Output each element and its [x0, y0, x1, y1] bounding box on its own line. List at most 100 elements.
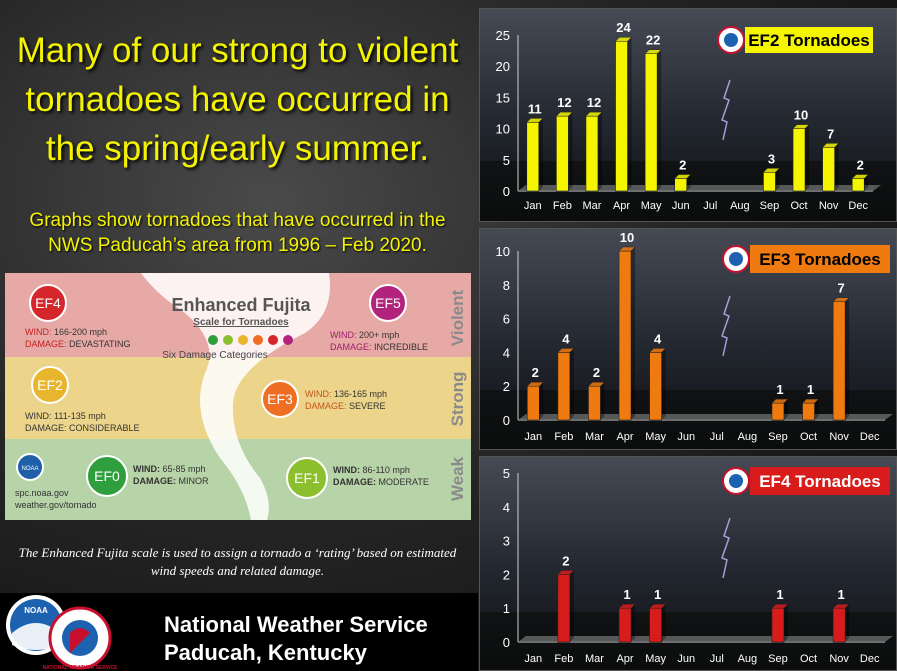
bar — [832, 301, 846, 421]
y-tick-label: 10 — [496, 244, 510, 259]
bar — [618, 607, 632, 643]
chart-title-box — [750, 467, 890, 495]
data-label: 2 — [679, 158, 686, 173]
ef4-wind: 166-200 mph — [54, 327, 107, 337]
data-label: 3 — [768, 151, 775, 166]
x-tick-label: Aug — [738, 431, 758, 443]
bar-side — [657, 49, 662, 191]
bar-side — [864, 174, 869, 191]
x-tick-label: Apr — [616, 431, 633, 443]
x-tick-label: Jan — [524, 653, 542, 665]
row-label-weak: Weak — [448, 456, 467, 501]
x-tick-label: Jul — [710, 653, 724, 665]
data-label: 22 — [646, 33, 660, 48]
bar-top — [771, 603, 789, 609]
ef3-damage-label: DAMAGE: — [305, 401, 347, 411]
y-tick-label: 5 — [503, 153, 510, 168]
category-dot — [238, 335, 248, 345]
bar — [822, 147, 835, 192]
noaa-small-logo — [16, 453, 44, 481]
subheadline: Graphs show tornadoes that have occurred… — [29, 210, 446, 256]
chart-floor — [518, 185, 881, 191]
bar-side — [538, 118, 543, 191]
ef-scale-graphic: EF4 WIND: 166-200 mph DAMAGE: DEVASTATIN… — [5, 273, 471, 520]
ef1-badge — [286, 457, 328, 499]
data-label: 7 — [838, 281, 845, 296]
bar-side — [783, 399, 788, 420]
chart-title-box — [750, 245, 890, 273]
chart-floor — [518, 414, 893, 420]
ef2-chart: 0 5 10 15 20 25 Jan 11 Feb 12 Mar 12 Apr 24 May 22 Jun 2 J… — [479, 8, 897, 222]
ef3-wind-label: WIND: — [305, 389, 332, 399]
svg-text:WIND: 166-200 mph: WIND: 166-200 mph — [25, 327, 107, 337]
data-label: 10 — [794, 108, 808, 123]
bar — [674, 178, 688, 192]
bar-side — [627, 37, 632, 191]
x-tick-label: Feb — [553, 200, 572, 212]
x-tick-label: Jan — [524, 431, 542, 443]
bar — [763, 171, 776, 192]
bar-side — [686, 174, 691, 191]
bar-top — [644, 49, 662, 54]
nws-logo-text: NATIONAL WEATHER SERVICE — [43, 665, 119, 671]
x-tick-label: Dec — [848, 200, 868, 212]
ef-scale-subtitle: Scale for Tornadoes — [193, 317, 289, 328]
bar — [792, 128, 806, 192]
data-label: 1 — [776, 382, 783, 397]
svg-text:DAMAGE: MODERATE: DAMAGE: MODERATE — [333, 477, 429, 487]
bar — [588, 385, 601, 421]
ef-scale-title: Enhanced Fujita — [171, 295, 311, 315]
ef0-wind: 65-85 mph — [163, 464, 206, 474]
category-dot — [253, 335, 263, 345]
x-tick-label: Dec — [860, 653, 880, 665]
bar-side — [661, 604, 666, 642]
y-tick-label: 6 — [503, 312, 510, 327]
data-label: 11 — [528, 101, 542, 116]
ef4-damage-label: DAMAGE: — [25, 339, 67, 349]
y-tick-label: 25 — [496, 28, 510, 43]
bar-side — [597, 112, 602, 191]
svg-text:DAMAGE: MINOR: DAMAGE: MINOR — [133, 476, 209, 486]
ef5-badge — [369, 284, 407, 322]
bar-top — [851, 174, 869, 179]
x-tick-label: Jun — [677, 431, 695, 443]
ef2-wind-label: WIND: — [25, 411, 52, 421]
ef3-damage: SEVERE — [349, 401, 386, 411]
bar-top — [762, 168, 781, 173]
x-tick-label: Oct — [800, 653, 817, 665]
lightning-bolt — [721, 79, 731, 141]
y-tick-label: 8 — [503, 278, 510, 293]
bar — [526, 122, 540, 192]
bar — [832, 607, 846, 643]
bar — [649, 607, 662, 643]
y-tick-label: 10 — [496, 122, 510, 137]
bar-side — [834, 143, 839, 191]
bar-side — [569, 348, 574, 420]
y-tick-label: 15 — [496, 90, 510, 105]
lightning-bolt — [721, 295, 731, 357]
chart-title: EF2 Tornadoes — [748, 31, 870, 50]
svg-text:WIND: 200+ mph: WIND: 200+ mph — [330, 330, 399, 340]
svg-text:WIND: 86-110 mph: WIND: 86-110 mph — [333, 465, 410, 475]
x-tick-label: Sep — [760, 200, 780, 212]
svg-text:WIND: 65-85 mph: WIND: 65-85 mph — [133, 464, 206, 474]
ef2-damage: CONSIDERABLE — [69, 423, 140, 433]
ef0-badge-label: EF0 — [94, 468, 120, 484]
bar-top — [832, 297, 850, 302]
ef5-wind: 200+ mph — [359, 330, 399, 340]
spc-link: spc.noaa.gov — [15, 488, 69, 498]
bar — [802, 402, 815, 421]
ef3-badge-label: EF3 — [267, 391, 293, 407]
x-tick-label: Mar — [582, 200, 601, 212]
ef0-wind-label: WIND: — [133, 464, 160, 474]
bar-top — [832, 603, 850, 609]
data-label: 2 — [857, 158, 864, 173]
bar-side — [631, 604, 636, 642]
bar-top — [526, 381, 544, 387]
tornado-link: weather.gov/tornado — [14, 500, 97, 510]
bar-side — [631, 247, 636, 420]
bar-top — [557, 348, 575, 353]
x-tick-label: Nov — [819, 200, 839, 212]
svg-text:WIND: 136-165 mph: WIND: 136-165 mph — [305, 389, 387, 399]
category-dot — [223, 335, 233, 345]
